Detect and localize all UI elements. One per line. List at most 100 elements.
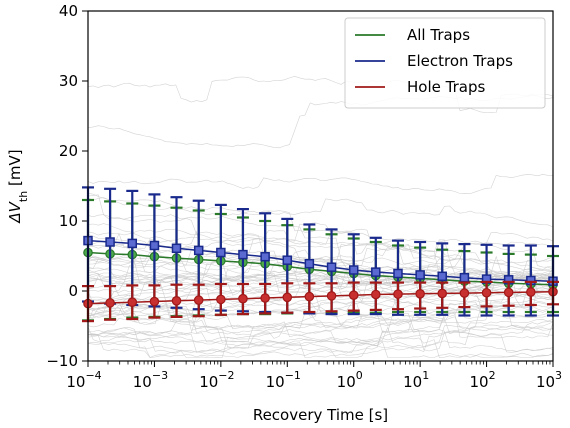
data-point [171,295,182,306]
background-trace [87,332,554,358]
data-point [415,270,425,280]
y-axis-label-main: ΔV [6,200,24,223]
background-trace [87,301,554,339]
background-trace [87,268,554,319]
background-trace [87,282,553,355]
data-point [415,288,425,299]
data-point [503,287,514,298]
series-line [87,251,554,286]
data-point [370,289,381,300]
series-layer [82,186,559,323]
svg-text:ΔVth [mV]: ΔVth [mV] [6,149,30,223]
y-axis-label-sub: th [17,191,30,202]
data-point [393,268,403,279]
background-trace [87,259,554,300]
data-point [238,293,248,304]
data-point [437,288,448,299]
background-trace [87,287,554,335]
data-point [326,291,337,301]
background-trace [87,223,554,276]
x-tick-label: 100 [337,369,363,391]
background-trace [87,276,554,317]
x-tick-label: 10−4 [66,369,101,391]
y-axis-label: ΔVth [mV] [6,149,30,223]
x-tick-label: 103 [536,369,562,391]
data-point [348,290,359,300]
data-point [282,292,293,303]
background-trace [87,75,554,114]
data-point [282,255,293,265]
data-point [371,267,381,277]
legend: All Traps Electron Traps Hole Traps [344,17,546,109]
data-point [193,245,204,256]
data-point [459,272,470,283]
legend-entry: Electron Traps [407,52,513,70]
data-point [127,297,138,307]
data-point [105,237,115,247]
x-tick-label: 102 [470,369,496,391]
data-point [437,271,447,282]
y-tick-label: 20 [59,142,78,160]
data-point [393,289,403,299]
background-trace [87,304,554,358]
background-trace [87,231,554,265]
y-axis-label-unit: [mV] [6,149,24,190]
y-tick-label: 0 [68,282,78,300]
background-trace [87,222,554,298]
background-trace [87,197,554,228]
x-tick-label: 10−1 [266,369,301,391]
background-trace [87,287,554,352]
legend-box [344,17,546,109]
data-point [171,243,182,254]
data-point [348,265,359,275]
background-trace [87,249,554,298]
data-point [304,258,315,269]
background-trace [87,255,554,289]
y-tick-label: 30 [59,72,78,90]
data-point [149,240,160,251]
background-trace [87,320,554,358]
y-tick-label: 10 [59,212,78,230]
data-point [193,295,204,305]
data-point [216,294,226,305]
legend-entry: Hole Traps [407,78,485,96]
x-tick-label: 10−2 [199,369,234,391]
background-trace [87,231,554,291]
data-point [459,288,470,298]
background-trace [87,262,554,289]
x-tick-label: 10−3 [133,369,168,391]
x-tick-label: 101 [403,369,429,391]
y-tick-label: 40 [59,2,78,20]
data-point [260,251,270,262]
plot-frame [87,10,554,362]
data-point [105,298,115,308]
series-line [87,290,554,305]
data-point [326,262,337,272]
background-trace [87,280,554,354]
tick-labels: 10−4 10−3 10−2 10−1 100 101 102 103 −10 0 10 20 30 40 [46,2,562,391]
data-point [238,249,248,260]
background-trace [87,301,554,349]
data-point [260,293,270,303]
background-trace [87,274,554,317]
data-point [481,287,492,298]
data-point [304,291,315,302]
background-trace [87,236,554,260]
background-trace [87,301,554,358]
data-point [127,238,138,249]
background-trace [87,229,554,264]
background-trace [87,275,554,328]
data-point [216,247,226,258]
background-trace [87,312,554,331]
legend-entry: All Traps [407,26,470,44]
series-line [87,239,554,282]
background-trace [87,271,553,295]
background-trace [87,291,554,333]
background-trace [87,174,554,194]
data-point [149,296,160,307]
y-tick-label: −10 [46,352,78,370]
data-point [526,287,536,297]
background-trace [87,238,554,270]
background-trace [87,258,554,336]
